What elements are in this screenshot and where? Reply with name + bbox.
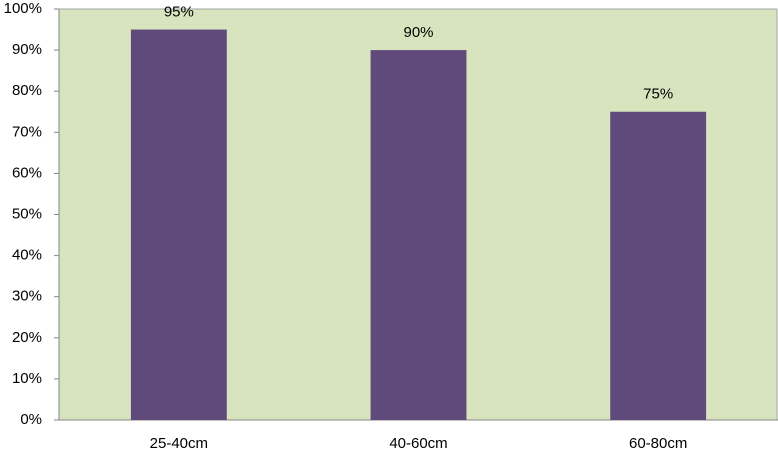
x-tick-label: 25-40cm bbox=[150, 435, 208, 452]
data-label: 95% bbox=[164, 4, 194, 21]
y-tick-label: 0% bbox=[20, 411, 42, 428]
y-tick-label: 30% bbox=[12, 288, 42, 305]
y-tick-label: 50% bbox=[12, 205, 42, 222]
x-tick-label: 60-80cm bbox=[629, 435, 687, 452]
y-tick-label: 40% bbox=[12, 247, 42, 264]
y-tick-label: 90% bbox=[12, 41, 42, 58]
y-tick-label: 20% bbox=[12, 329, 42, 346]
x-tick-label: 40-60cm bbox=[389, 435, 447, 452]
data-label: 75% bbox=[643, 86, 673, 103]
y-tick-label: 10% bbox=[12, 370, 42, 387]
data-label: 90% bbox=[403, 24, 433, 41]
y-tick-label: 80% bbox=[12, 82, 42, 99]
y-tick-label: 60% bbox=[12, 164, 42, 181]
y-tick-label: 70% bbox=[12, 123, 42, 140]
bar bbox=[130, 29, 227, 421]
y-tick-label: 100% bbox=[4, 0, 42, 17]
bar bbox=[610, 111, 707, 420]
bar bbox=[370, 50, 467, 420]
